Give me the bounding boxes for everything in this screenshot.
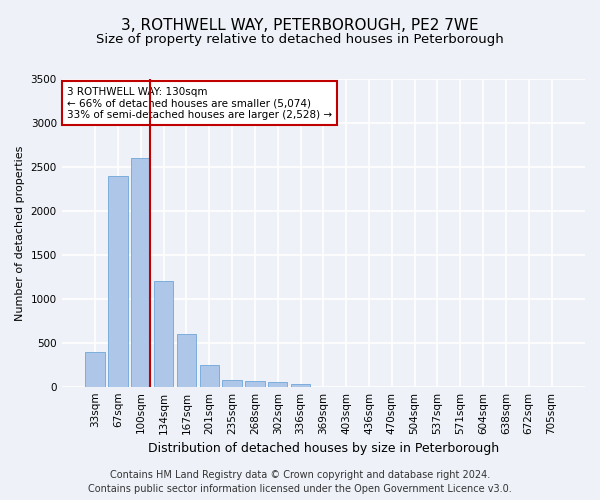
Bar <box>85 352 105 386</box>
X-axis label: Distribution of detached houses by size in Peterborough: Distribution of detached houses by size … <box>148 442 499 455</box>
Bar <box>291 384 310 386</box>
Bar <box>223 380 242 386</box>
Text: Size of property relative to detached houses in Peterborough: Size of property relative to detached ho… <box>96 32 504 46</box>
Text: 3 ROTHWELL WAY: 130sqm
← 66% of detached houses are smaller (5,074)
33% of semi-: 3 ROTHWELL WAY: 130sqm ← 66% of detached… <box>67 86 332 120</box>
Text: 3, ROTHWELL WAY, PETERBOROUGH, PE2 7WE: 3, ROTHWELL WAY, PETERBOROUGH, PE2 7WE <box>121 18 479 32</box>
Y-axis label: Number of detached properties: Number of detached properties <box>15 145 25 320</box>
Text: Contains HM Land Registry data © Crown copyright and database right 2024.
Contai: Contains HM Land Registry data © Crown c… <box>88 470 512 494</box>
Bar <box>200 364 219 386</box>
Bar <box>108 176 128 386</box>
Bar <box>177 334 196 386</box>
Bar <box>154 281 173 386</box>
Bar <box>131 158 151 386</box>
Bar <box>268 382 287 386</box>
Bar <box>245 382 265 386</box>
